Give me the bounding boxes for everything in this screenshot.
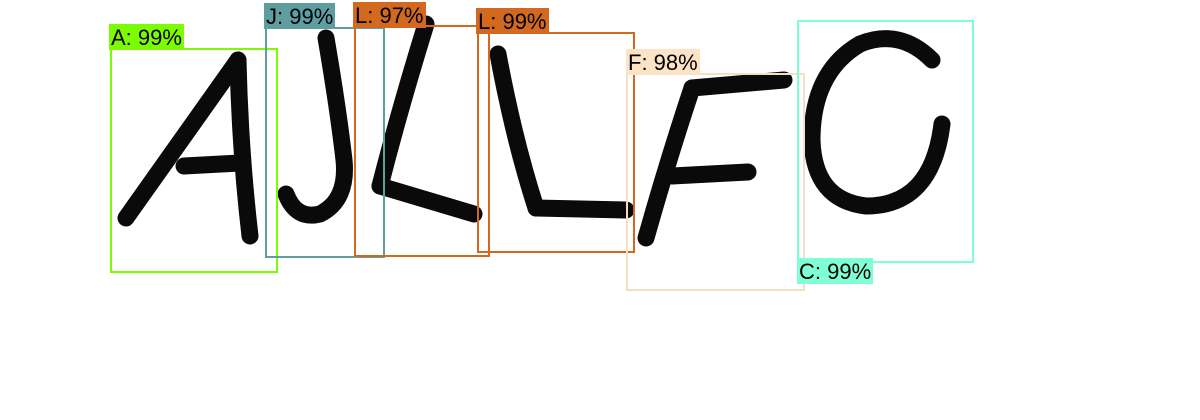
- detection-box-a: [110, 48, 278, 273]
- detection-box-l-2: [477, 32, 635, 253]
- detection-label-f: F: 98%: [626, 49, 700, 75]
- detection-label-j: J: 99%: [264, 3, 336, 29]
- glyph-c: [803, 30, 951, 215]
- detection-label-l-1: L: 97%: [353, 2, 426, 28]
- glyph-a: [117, 51, 259, 245]
- glyph-j: [277, 29, 353, 224]
- glyph-l2: [489, 45, 635, 219]
- detection-box-l-1: [354, 25, 490, 257]
- detection-label-l-2: L: 99%: [476, 8, 549, 34]
- glyph-f: [637, 71, 793, 247]
- detection-label-a: A: 99%: [109, 24, 184, 50]
- detection-box-f: [626, 73, 805, 291]
- detection-box-c: [797, 20, 974, 263]
- detection-label-c: C: 99%: [797, 258, 874, 284]
